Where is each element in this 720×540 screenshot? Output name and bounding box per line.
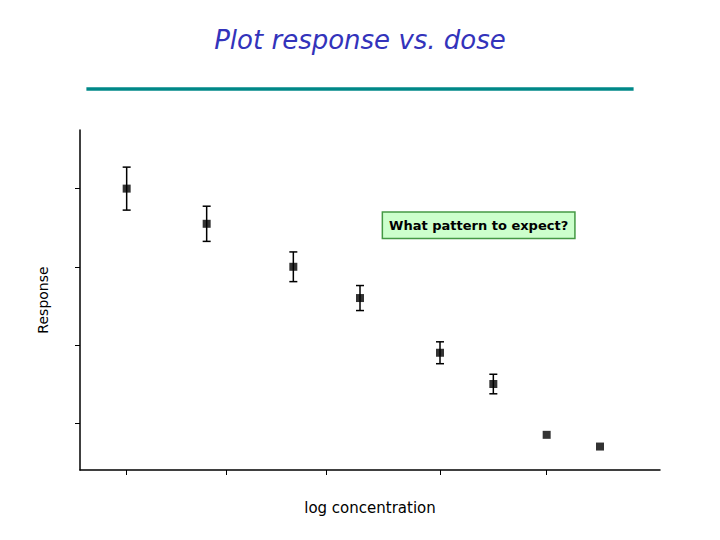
svg-text:Plot response vs. dose: Plot response vs. dose — [214, 25, 506, 55]
svg-text:What pattern to expect?: What pattern to expect? — [389, 218, 568, 233]
svg-text:log concentration: log concentration — [304, 499, 436, 517]
svg-text:Response: Response — [35, 266, 51, 333]
